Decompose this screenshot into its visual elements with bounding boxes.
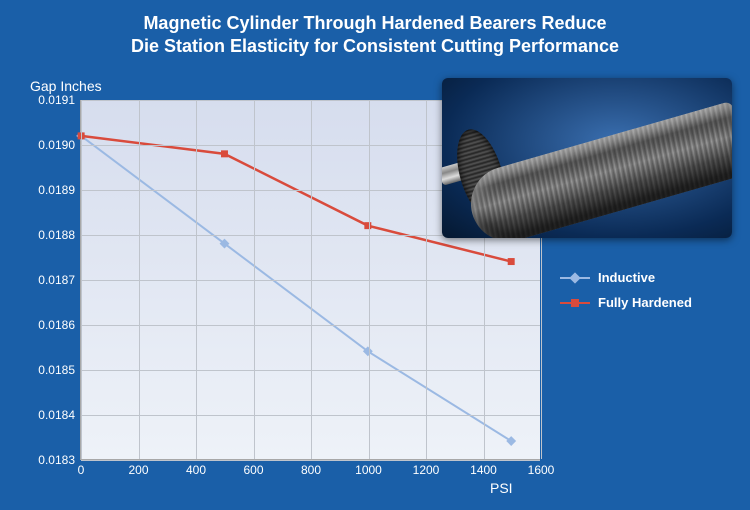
- legend-item-inductive: Inductive: [560, 270, 692, 285]
- series-marker: [221, 150, 228, 157]
- gridline-h: [81, 280, 540, 281]
- series-marker: [506, 436, 516, 446]
- y-tick-label: 0.0189: [38, 183, 81, 197]
- gridline-h: [81, 460, 540, 461]
- y-tick-label: 0.0184: [38, 408, 81, 422]
- x-tick-label: 1400: [470, 459, 497, 477]
- legend-swatch: [560, 271, 590, 285]
- legend-swatch: [560, 296, 590, 310]
- legend-label: Inductive: [598, 270, 655, 285]
- legend-item-fully-hardened: Fully Hardened: [560, 295, 692, 310]
- series-marker: [508, 258, 515, 265]
- y-tick-label: 0.0186: [38, 318, 81, 332]
- y-tick-label: 0.0185: [38, 363, 81, 377]
- x-tick-label: 1200: [413, 459, 440, 477]
- gridline-h: [81, 415, 540, 416]
- title-line-1: Magnetic Cylinder Through Hardened Beare…: [143, 13, 606, 33]
- chart-legend: Inductive Fully Hardened: [560, 270, 692, 320]
- cylinder-image: [442, 78, 732, 238]
- x-tick-label: 200: [128, 459, 148, 477]
- y-tick-label: 0.0188: [38, 228, 81, 242]
- x-tick-label: 1000: [355, 459, 382, 477]
- chart-title: Magnetic Cylinder Through Hardened Beare…: [0, 0, 750, 63]
- y-tick-label: 0.0190: [38, 138, 81, 152]
- y-axis-title: Gap Inches: [30, 78, 102, 94]
- x-axis-title: PSI: [490, 480, 513, 496]
- cylinder-body: [462, 101, 732, 238]
- gridline-h: [81, 370, 540, 371]
- y-tick-label: 0.0187: [38, 273, 81, 287]
- y-tick-label: 0.0183: [38, 453, 81, 467]
- x-tick-label: 400: [186, 459, 206, 477]
- title-line-2: Die Station Elasticity for Consistent Cu…: [131, 36, 619, 56]
- x-tick-label: 800: [301, 459, 321, 477]
- y-tick-label: 0.0191: [38, 93, 81, 107]
- gridline-h: [81, 325, 540, 326]
- x-tick-label: 1600: [528, 459, 555, 477]
- legend-label: Fully Hardened: [598, 295, 692, 310]
- x-tick-label: 600: [243, 459, 263, 477]
